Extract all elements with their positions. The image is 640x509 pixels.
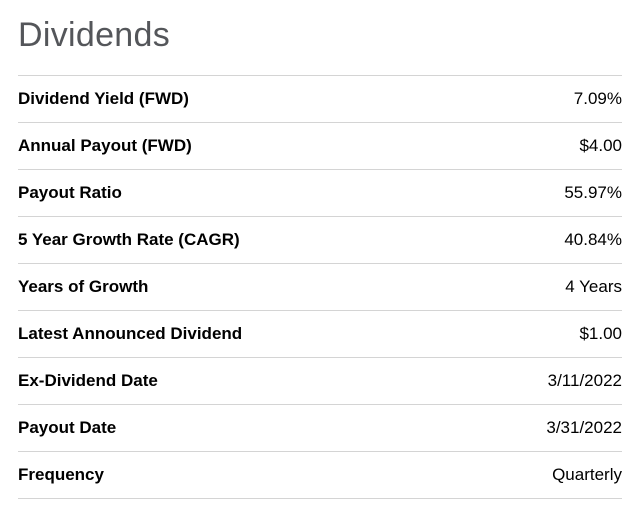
row-value: 3/11/2022 [548,371,622,391]
table-row: Annual Payout (FWD) $4.00 [18,122,622,169]
row-label: Annual Payout (FWD) [18,136,192,156]
row-value: 55.97% [564,183,622,203]
row-value: 4 Years [565,277,622,297]
row-label: Dividend Yield (FWD) [18,89,189,109]
row-value: 3/31/2022 [546,418,622,438]
row-value: 40.84% [564,230,622,250]
table-row: Latest Announced Dividend $1.00 [18,310,622,357]
dividends-table: Dividend Yield (FWD) 7.09% Annual Payout… [18,75,622,499]
table-row: Payout Date 3/31/2022 [18,404,622,451]
table-row: Payout Ratio 55.97% [18,169,622,216]
row-value: 7.09% [574,89,622,109]
table-row: Years of Growth 4 Years [18,263,622,310]
row-value: Quarterly [552,465,622,485]
row-value: $4.00 [579,136,622,156]
table-row: Frequency Quarterly [18,451,622,499]
table-row: 5 Year Growth Rate (CAGR) 40.84% [18,216,622,263]
page-title: Dividends [18,16,622,55]
row-label: Payout Ratio [18,183,122,203]
row-label: 5 Year Growth Rate (CAGR) [18,230,240,250]
row-label: Frequency [18,465,104,485]
row-value: $1.00 [579,324,622,344]
table-row: Ex-Dividend Date 3/11/2022 [18,357,622,404]
row-label: Ex-Dividend Date [18,371,158,391]
row-label: Years of Growth [18,277,148,297]
row-label: Payout Date [18,418,116,438]
row-label: Latest Announced Dividend [18,324,242,344]
table-row: Dividend Yield (FWD) 7.09% [18,75,622,122]
